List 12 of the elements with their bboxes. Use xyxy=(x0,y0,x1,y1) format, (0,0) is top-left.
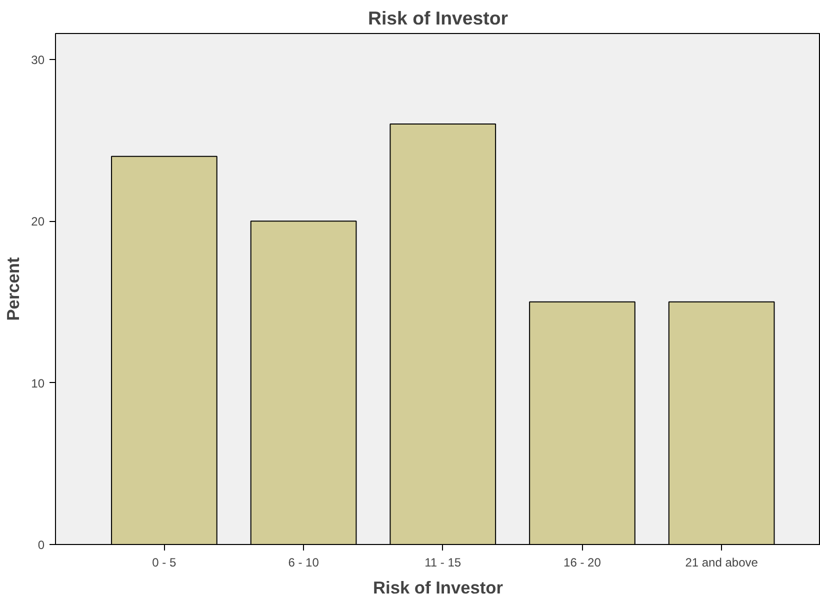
x-tick-label: 11 - 15 xyxy=(424,556,462,570)
y-tick-label: 0 xyxy=(38,538,45,552)
y-tick-label: 30 xyxy=(31,52,45,67)
y-tick-label: 20 xyxy=(31,214,45,229)
x-tick-label: 6 - 10 xyxy=(288,556,320,570)
x-tick-label: 16 - 20 xyxy=(564,556,602,570)
x-tick-label: 21 and above xyxy=(685,556,758,570)
y-axis-title: Percent xyxy=(3,256,24,321)
x-axis-title: Risk of Investor xyxy=(373,578,504,598)
x-tick-label: 0 - 5 xyxy=(152,556,177,570)
chart-title: Risk of Investor xyxy=(368,8,508,28)
y-tick-label: 10 xyxy=(31,376,45,390)
